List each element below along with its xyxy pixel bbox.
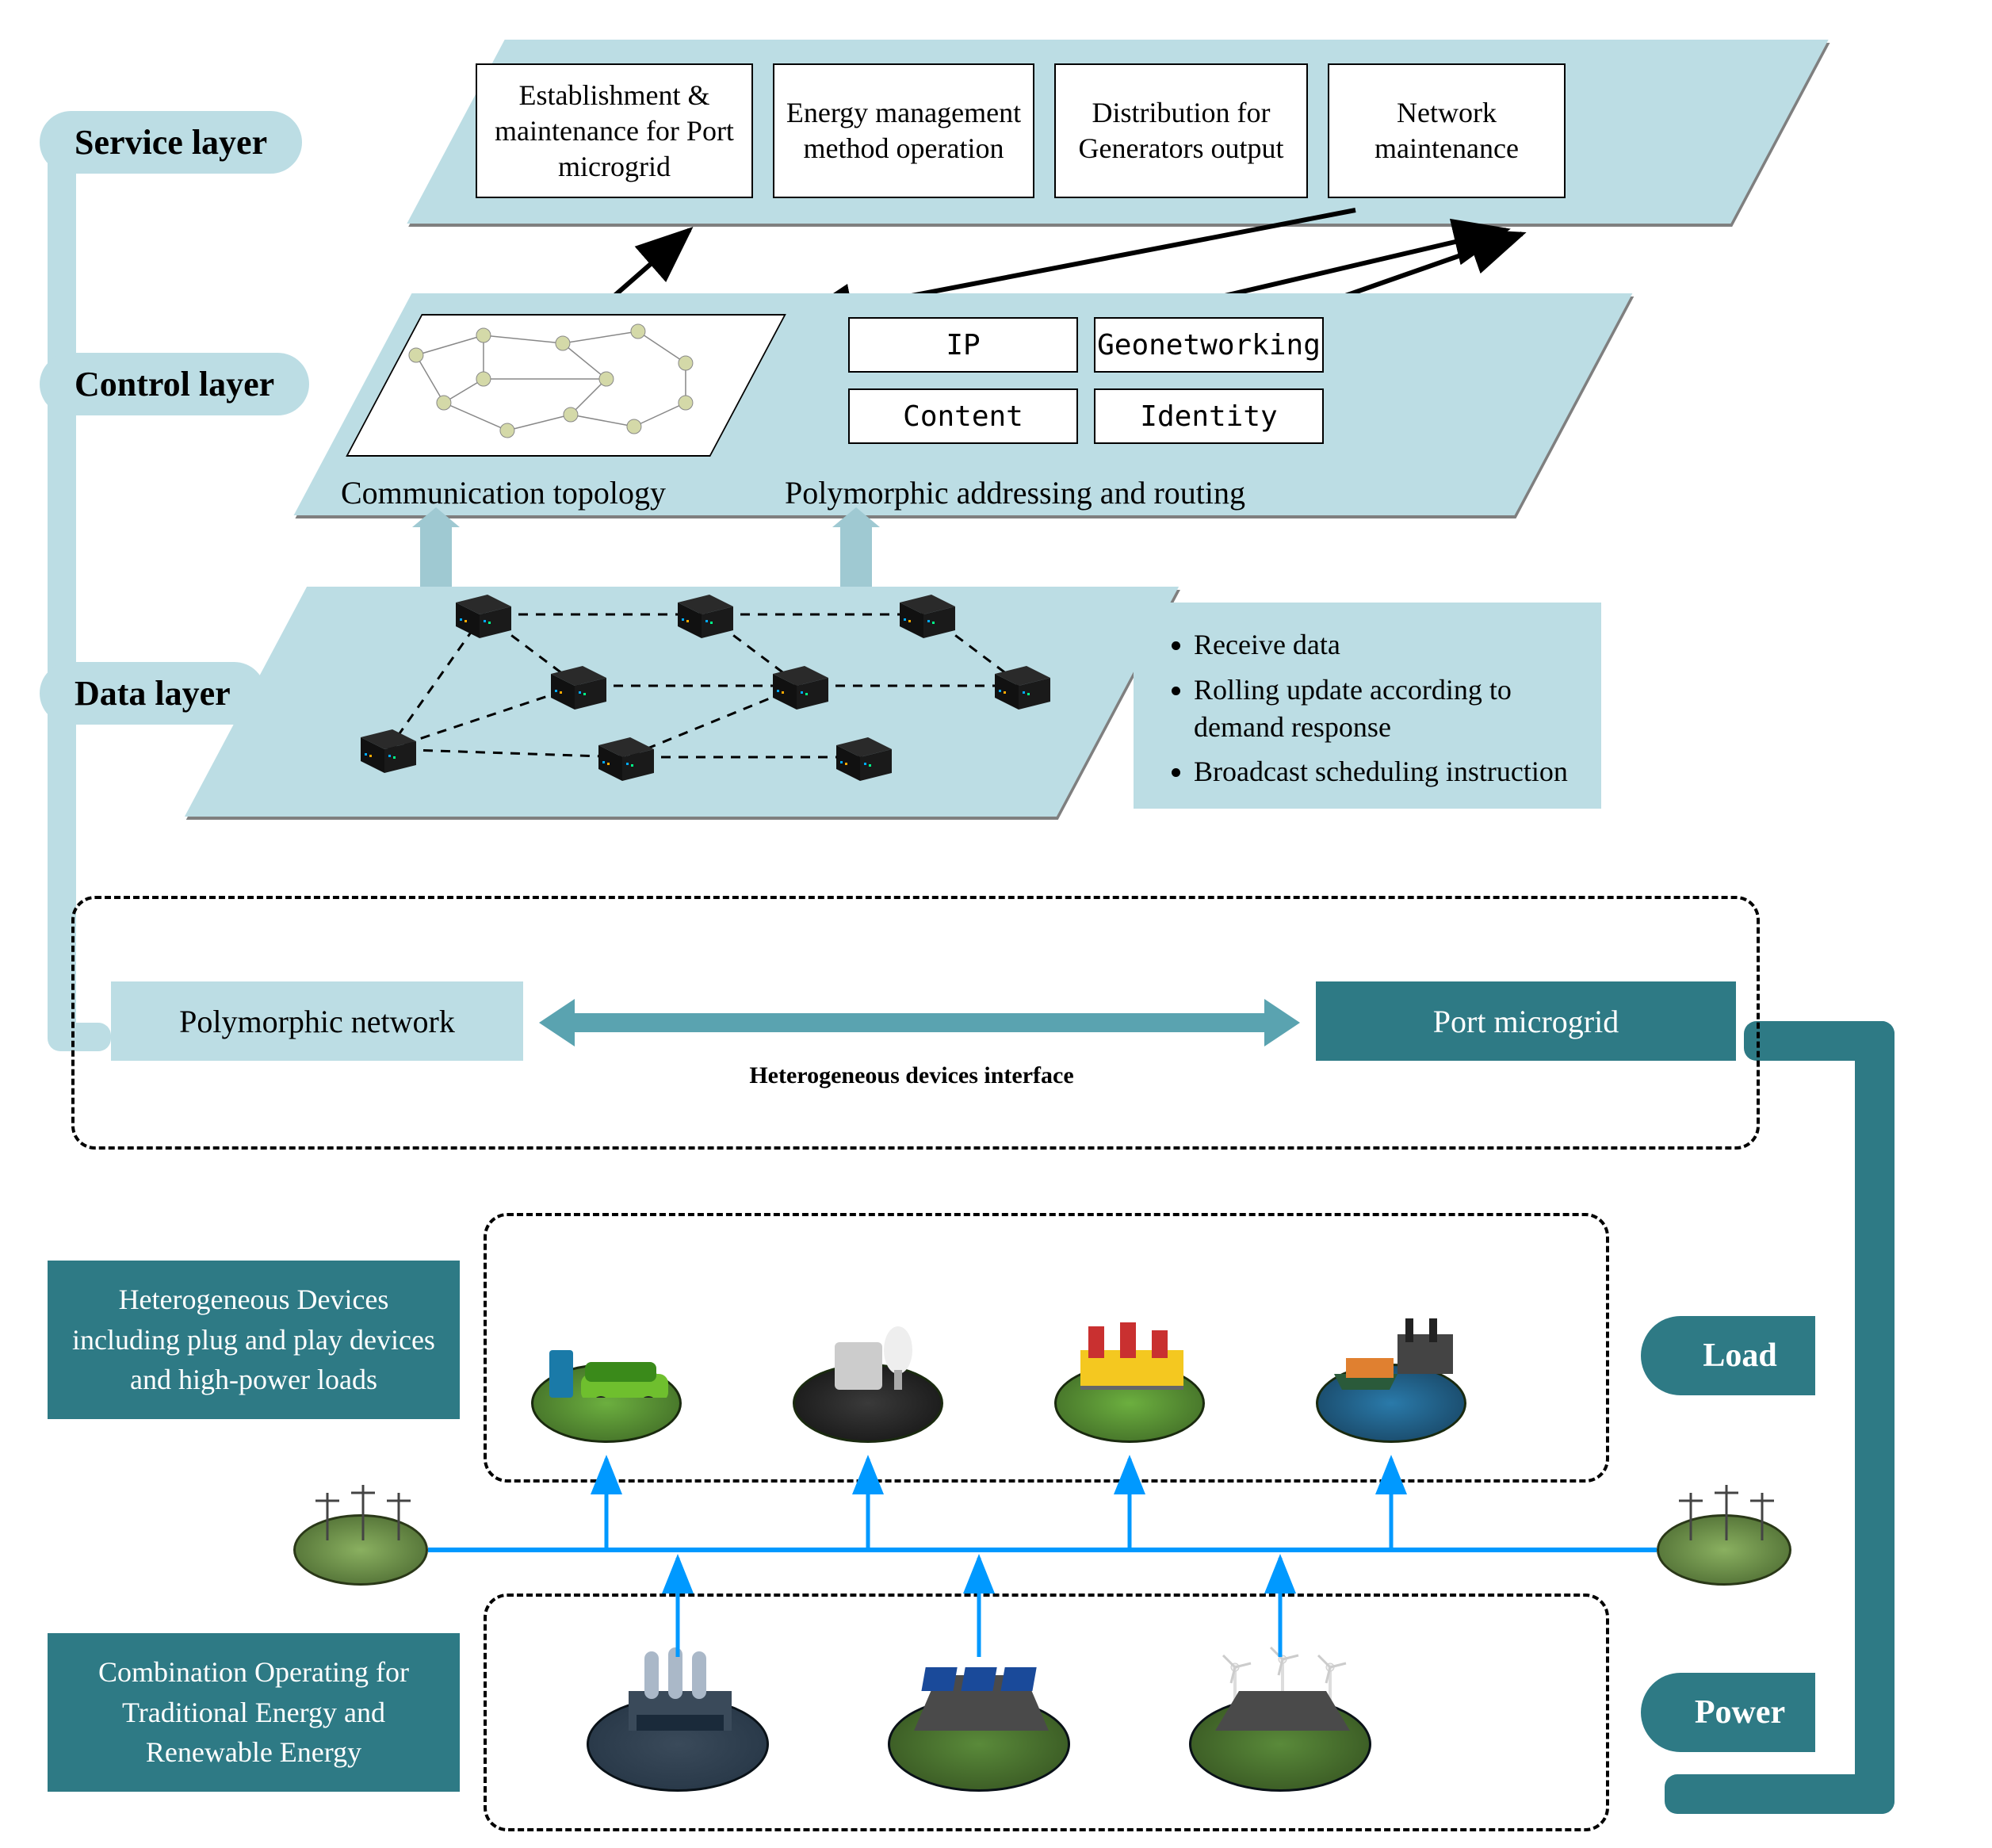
data-bullet-2: Broadcast scheduling instruction xyxy=(1194,753,1573,790)
right-connector-bottom-h xyxy=(1665,1774,1895,1814)
data-cube-7 xyxy=(587,729,666,785)
poly-network-box: Polymorphic network xyxy=(111,981,523,1061)
substation-left-icon xyxy=(293,1514,428,1586)
power-icon-wind xyxy=(1189,1697,1371,1792)
topology-box xyxy=(346,314,786,457)
service-layer-content: Establishment & maintenance for Port mic… xyxy=(396,40,1823,224)
service-box-3-text: Network maintenance xyxy=(1340,95,1553,166)
data-bullet-0: Receive data xyxy=(1194,626,1573,664)
substation-right-icon xyxy=(1657,1514,1791,1586)
data-cube-8 xyxy=(824,729,904,785)
poly-network-text: Polymorphic network xyxy=(179,1003,455,1040)
data-layer-info: Receive data Rolling update according to… xyxy=(1134,603,1601,809)
service-box-establishment: Establishment & maintenance for Port mic… xyxy=(476,63,753,198)
topology-caption: Communication topology xyxy=(341,474,666,511)
load-icon-lighting xyxy=(793,1364,943,1443)
power-label-text: Power xyxy=(1695,1693,1785,1731)
data-layer-label: Data layer xyxy=(40,662,266,725)
data-cube-3 xyxy=(539,658,618,714)
routing-geo-text: Geonetworking xyxy=(1097,329,1321,362)
port-microgrid-box: Port microgrid xyxy=(1316,981,1736,1061)
right-connector-vertical xyxy=(1855,1021,1895,1814)
control-layer-label: Control layer xyxy=(40,353,309,415)
combination-text: Combination Operating for Traditional En… xyxy=(63,1652,444,1772)
data-cube-2 xyxy=(888,587,967,642)
routing-box-geo: Geonetworking xyxy=(1094,317,1324,373)
service-box-distribution: Distribution for Generators output xyxy=(1054,63,1308,198)
routing-ip-text: IP xyxy=(946,329,980,362)
data-cube-5 xyxy=(983,658,1062,714)
service-layer-label: Service layer xyxy=(40,111,302,174)
load-icon-ev xyxy=(531,1364,682,1443)
routing-content-text: Content xyxy=(903,400,1023,433)
interface-double-arrow xyxy=(539,999,1300,1046)
hetero-devices-text: Heterogeneous Devices including plug and… xyxy=(63,1280,444,1399)
data-cube-4 xyxy=(761,658,840,714)
routing-box-content: Content xyxy=(848,388,1078,444)
hetero-devices-info: Heterogeneous Devices including plug and… xyxy=(48,1261,460,1419)
data-cube-6 xyxy=(349,721,428,777)
combination-info: Combination Operating for Traditional En… xyxy=(48,1633,460,1792)
topology-graph xyxy=(369,316,733,458)
service-box-energy: Energy management method operation xyxy=(773,63,1034,198)
service-layer-text: Service layer xyxy=(75,123,267,162)
data-cube-1 xyxy=(666,587,745,642)
routing-box-identity: Identity xyxy=(1094,388,1324,444)
service-box-2-text: Distribution for Generators output xyxy=(1067,95,1295,166)
load-label-text: Load xyxy=(1703,1337,1776,1375)
data-bullet-1: Rolling update according to demand respo… xyxy=(1194,671,1573,746)
data-cube-0 xyxy=(444,587,523,642)
power-side-label: Power xyxy=(1641,1673,1815,1752)
service-box-1-text: Energy management method operation xyxy=(786,95,1022,166)
service-box-0-text: Establishment & maintenance for Port mic… xyxy=(488,78,740,185)
control-layer-text: Control layer xyxy=(75,365,274,404)
data-layer-text: Data layer xyxy=(75,674,231,713)
routing-caption: Polymorphic addressing and routing xyxy=(785,474,1245,511)
load-side-label: Load xyxy=(1641,1316,1815,1395)
power-icon-solar xyxy=(888,1697,1070,1792)
routing-box-ip: IP xyxy=(848,317,1078,373)
load-icon-cranes xyxy=(1054,1364,1205,1443)
hetero-interface-label: Heterogeneous devices interface xyxy=(634,1062,1189,1089)
load-icon-ship xyxy=(1316,1364,1466,1443)
port-microgrid-text: Port microgrid xyxy=(1433,1003,1619,1040)
power-icon-thermal xyxy=(587,1697,769,1792)
service-box-network: Network maintenance xyxy=(1328,63,1566,198)
routing-identity-text: Identity xyxy=(1140,400,1277,433)
